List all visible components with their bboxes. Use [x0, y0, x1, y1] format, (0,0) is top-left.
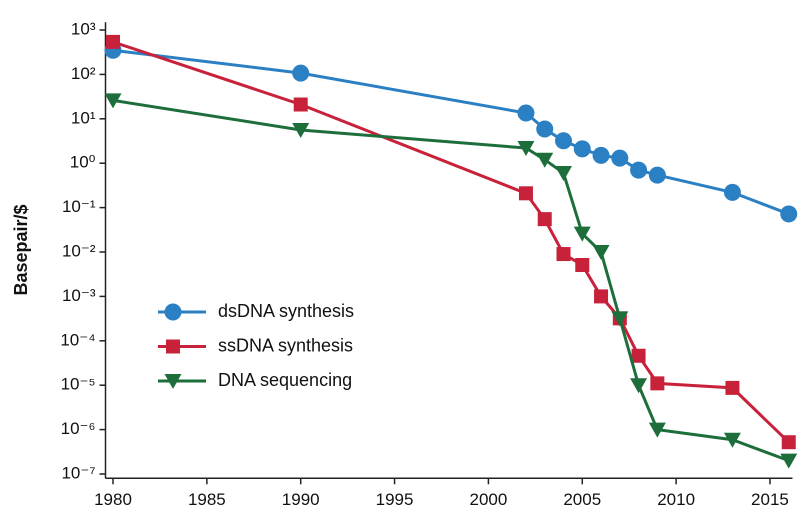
data-point — [648, 166, 666, 184]
data-point — [518, 186, 533, 201]
data-point — [780, 205, 798, 223]
series-line — [112, 40, 790, 444]
series-line — [112, 48, 790, 216]
y-tick-label: 10⁻⁴ — [60, 330, 95, 349]
data-point — [781, 435, 796, 450]
data-point — [292, 122, 310, 138]
y-tick-label: 10⁻⁶ — [61, 419, 96, 438]
data-point — [536, 152, 554, 168]
legend-marker — [166, 339, 180, 354]
data-point — [292, 64, 310, 82]
y-tick-label: 10⁻⁵ — [61, 375, 96, 394]
y-tick-label: 10¹ — [71, 108, 96, 127]
y-tick-label: 10⁻¹ — [62, 197, 96, 216]
legend-marker — [164, 303, 182, 321]
data-point — [517, 141, 535, 157]
data-point — [573, 226, 591, 242]
x-tick-label: 1980 — [94, 490, 132, 509]
y-tick-label: 10⁻³ — [62, 286, 96, 305]
data-point — [631, 348, 646, 363]
data-point — [556, 247, 571, 262]
data-point — [611, 149, 629, 167]
y-tick-label: 10⁻² — [62, 241, 96, 260]
data-point — [594, 289, 609, 304]
data-point — [780, 453, 798, 469]
data-point — [725, 380, 740, 395]
x-tick-label: 1990 — [282, 490, 320, 509]
x-tick-label: 1985 — [188, 490, 226, 509]
y-tick-label: 10³ — [71, 20, 96, 39]
data-point — [650, 376, 665, 391]
legend-label: DNA sequencing — [218, 370, 352, 390]
data-point — [104, 93, 122, 109]
data-point — [592, 146, 610, 164]
legend-marker — [164, 374, 182, 389]
x-tick-label: 2015 — [751, 490, 789, 509]
data-point — [630, 378, 648, 394]
data-point — [648, 422, 666, 438]
series-line — [112, 98, 790, 463]
data-point — [723, 432, 741, 448]
x-tick-label: 2005 — [563, 490, 601, 509]
data-point — [537, 212, 552, 227]
legend-label: ssDNA synthesis — [218, 335, 353, 355]
data-point — [611, 311, 629, 327]
data-point — [536, 120, 554, 138]
data-point — [517, 104, 535, 122]
data-point — [106, 34, 121, 49]
y-tick-label: 10² — [71, 64, 96, 83]
data-point — [293, 97, 308, 112]
data-point — [592, 245, 610, 261]
data-point — [575, 257, 590, 272]
data-point — [573, 140, 591, 158]
data-point — [555, 166, 572, 182]
data-point — [555, 132, 572, 150]
y-tick-label: 10⁻⁷ — [61, 463, 95, 482]
y-tick-label: 10⁰ — [70, 153, 96, 172]
y-axis-label: Basepair/$ — [11, 204, 31, 295]
x-tick-label: 1995 — [376, 490, 414, 509]
x-tick-label: 2010 — [657, 490, 695, 509]
legend-label: dsDNA synthesis — [218, 301, 354, 321]
x-tick-label: 2000 — [470, 490, 508, 509]
data-point — [723, 183, 741, 201]
data-point — [630, 161, 648, 179]
